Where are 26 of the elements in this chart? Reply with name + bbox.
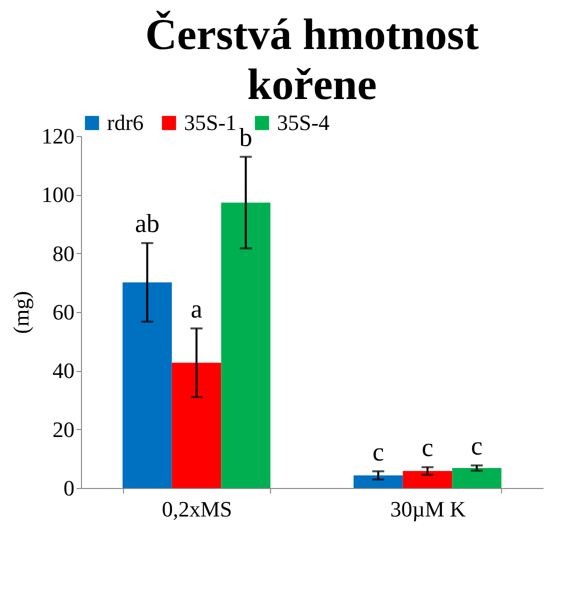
y-axis-title: (mg) (8, 291, 34, 334)
x-tick-label: 30µM K (390, 496, 466, 522)
y-tick-label: 40 (52, 358, 74, 384)
x-tick-label: 0,2xMS (162, 496, 232, 522)
y-tick-label: 100 (42, 182, 74, 208)
bar (452, 468, 502, 488)
legend-label: rdr6 (107, 110, 144, 135)
data-label: c (422, 433, 434, 462)
y-tick-label: 120 (42, 124, 74, 148)
bar (172, 362, 222, 488)
bar (402, 470, 452, 488)
data-label: c (372, 437, 384, 466)
y-tick-label: 20 (52, 416, 74, 442)
chart-title: Čerstvá hmotnost kořene (145, 10, 480, 109)
data-label: a (190, 294, 203, 324)
y-tick-label: 80 (52, 240, 74, 266)
data-label: c (471, 431, 483, 460)
data-label: ab (134, 209, 160, 238)
legend-label: 35S-1 (184, 110, 237, 135)
legend-label: 35S-4 (277, 110, 330, 135)
y-tick-label: 0 (64, 476, 74, 500)
bar (122, 282, 172, 488)
data-label: b (239, 122, 252, 152)
bar (354, 475, 403, 488)
y-tick-label: 60 (52, 300, 74, 324)
bar (221, 202, 270, 488)
